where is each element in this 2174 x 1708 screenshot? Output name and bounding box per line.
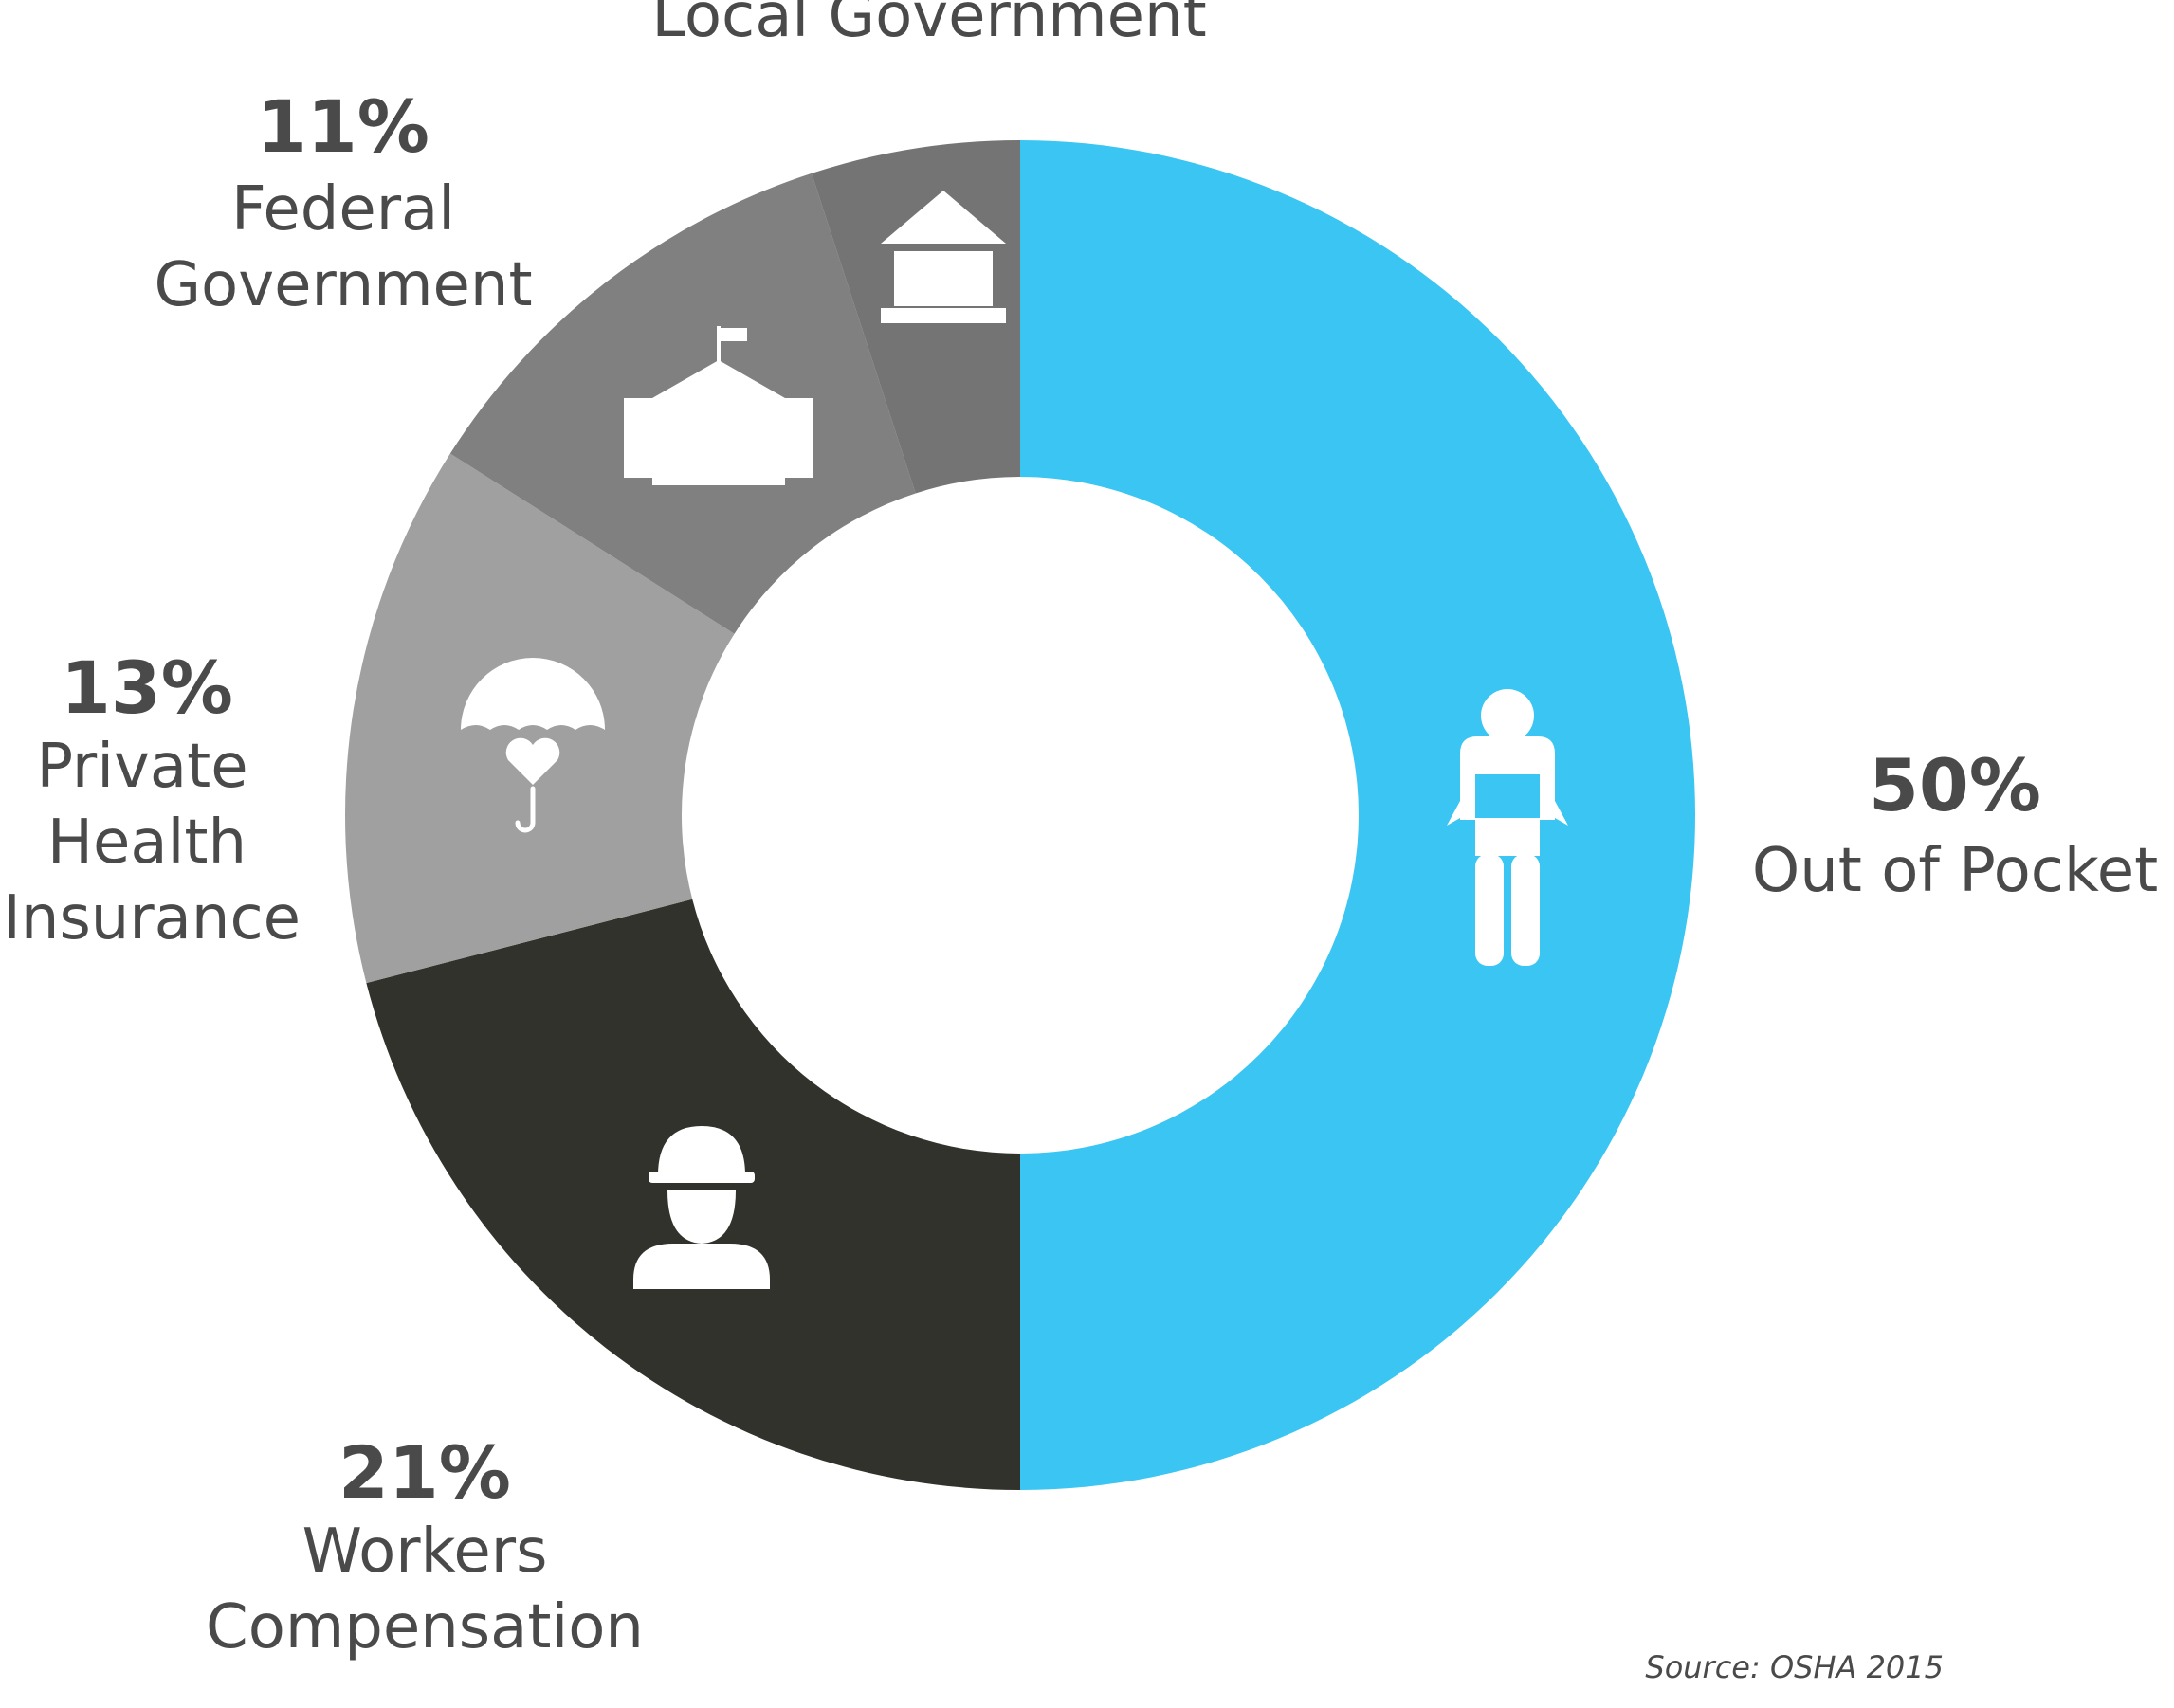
category-label: Government — [154, 250, 532, 320]
category-label: Private — [36, 732, 247, 802]
label-private-health-insurance: 13% Private Health Insurance — [3, 645, 301, 954]
category-label: Local Government — [651, 0, 1206, 51]
bank-building-icon — [881, 191, 1006, 323]
percent-label: 50% — [1869, 743, 2041, 827]
person-empty-pockets-icon — [1447, 689, 1568, 966]
percent-label: 13% — [61, 645, 233, 730]
category-label: Compensation — [206, 1592, 644, 1663]
label-local-government: Local Government — [651, 0, 1206, 51]
capitol-building-icon — [624, 326, 813, 485]
umbrella-heart-icon — [461, 658, 605, 833]
category-label: Federal — [231, 174, 455, 245]
source-note: Source: OSHA 2015 — [1645, 1649, 1944, 1685]
construction-worker-icon — [633, 1126, 770, 1289]
label-federal-government: 11% Federal Government — [154, 84, 532, 320]
percent-label: 21% — [338, 1430, 511, 1515]
percent-label: 11% — [257, 84, 429, 169]
label-out-of-pocket: 50% Out of Pocket — [1752, 743, 2158, 906]
slice-out-of-pocket — [1020, 140, 1695, 1490]
category-label: Insurance — [3, 883, 301, 954]
label-workers-compensation: 21% Workers Compensation — [206, 1430, 644, 1663]
category-label: Out of Pocket — [1752, 836, 2158, 906]
category-label: Health — [47, 808, 247, 878]
donut-slices — [345, 140, 1695, 1490]
category-label: Workers — [302, 1517, 548, 1587]
